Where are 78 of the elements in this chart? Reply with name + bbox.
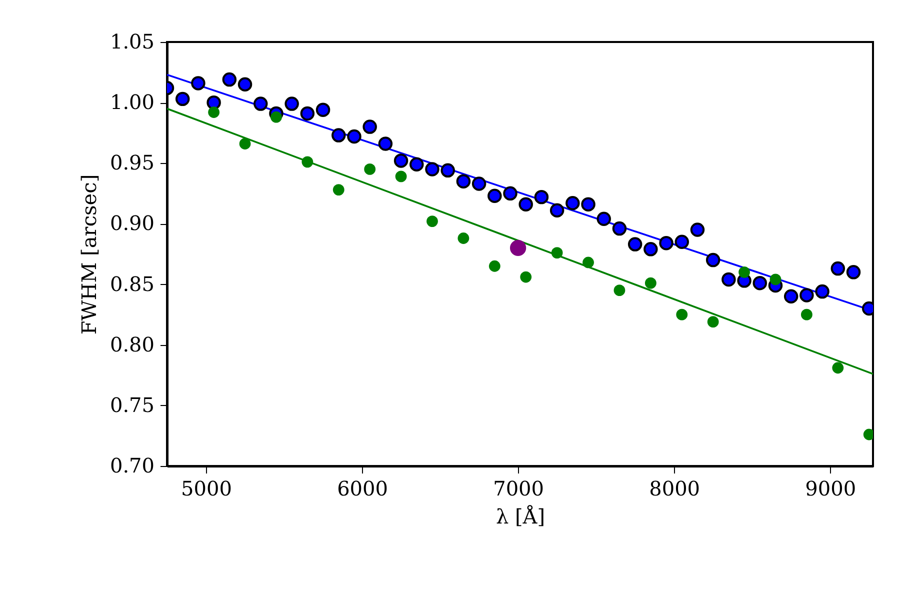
x-tick-label: 9000 xyxy=(805,476,856,500)
point xyxy=(316,102,330,117)
point xyxy=(394,154,408,168)
point xyxy=(644,277,656,289)
point xyxy=(784,289,798,304)
point xyxy=(488,260,500,272)
point xyxy=(644,242,658,256)
point xyxy=(458,232,470,244)
point xyxy=(707,316,719,328)
point xyxy=(300,106,315,121)
point xyxy=(378,136,393,151)
point xyxy=(395,170,407,182)
y-tick-label: 1.05 xyxy=(110,30,154,54)
point xyxy=(362,120,377,134)
point xyxy=(206,95,221,110)
point xyxy=(239,138,251,150)
point xyxy=(534,190,549,204)
y-axis-title: FWHM [arcsec] xyxy=(76,174,101,335)
point xyxy=(551,247,563,258)
point xyxy=(332,128,346,142)
point xyxy=(191,76,206,90)
point xyxy=(550,203,564,218)
point xyxy=(302,156,314,168)
point xyxy=(628,237,642,252)
y-tick-label: 0.70 xyxy=(110,454,154,478)
point xyxy=(270,111,282,123)
point xyxy=(800,288,814,302)
point xyxy=(614,284,626,296)
point xyxy=(426,216,438,227)
point xyxy=(510,240,526,256)
point xyxy=(846,265,861,280)
y-tick-label: 0.95 xyxy=(110,150,154,175)
point xyxy=(706,252,720,268)
y-tick-label: 1.00 xyxy=(110,90,154,114)
y-tick-label: 0.85 xyxy=(110,272,154,296)
x-tick-label: 7000 xyxy=(493,476,544,500)
point xyxy=(752,276,768,290)
x-tick-label: 8000 xyxy=(649,476,700,500)
point xyxy=(518,197,533,212)
y-tick-label: 0.80 xyxy=(110,332,154,356)
point xyxy=(440,163,455,178)
point xyxy=(612,221,627,236)
point xyxy=(596,212,611,226)
y-tick-label: 0.75 xyxy=(110,392,154,417)
point xyxy=(674,234,689,249)
point xyxy=(520,271,532,283)
point xyxy=(238,77,252,92)
point xyxy=(582,256,594,268)
point xyxy=(800,308,812,320)
point xyxy=(222,72,237,87)
point xyxy=(364,164,376,175)
point xyxy=(676,308,688,320)
point xyxy=(175,92,190,106)
point xyxy=(830,261,846,276)
point xyxy=(425,162,440,176)
point xyxy=(472,176,486,191)
point xyxy=(284,96,299,111)
x-axis-title: λ [Å] xyxy=(496,504,546,528)
point xyxy=(410,157,424,172)
point xyxy=(253,96,268,111)
point xyxy=(738,266,750,278)
x-tick-label: 5000 xyxy=(181,476,232,500)
point xyxy=(581,197,596,212)
point xyxy=(456,174,471,188)
y-tick-label: 0.90 xyxy=(110,211,154,236)
point xyxy=(332,184,344,196)
point xyxy=(832,362,844,374)
x-tick-label: 6000 xyxy=(337,476,388,500)
point xyxy=(566,196,580,210)
point xyxy=(488,188,502,203)
point xyxy=(770,274,782,286)
point xyxy=(722,272,736,287)
point xyxy=(208,106,220,118)
point xyxy=(690,222,705,237)
point xyxy=(815,284,830,299)
point xyxy=(503,186,518,201)
point xyxy=(659,236,674,250)
point xyxy=(347,129,362,144)
